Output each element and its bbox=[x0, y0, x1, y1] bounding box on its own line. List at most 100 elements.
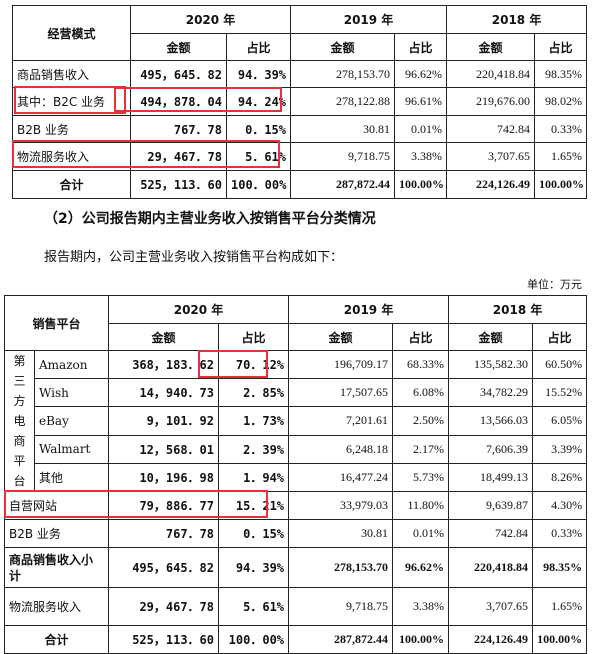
cell-ratio-2020: 94．24% bbox=[225, 87, 292, 116]
row-label: 物流服务收入 bbox=[12, 142, 131, 171]
cell-ratio-2020: 1．73% bbox=[218, 406, 290, 436]
header-ratio: 占比 bbox=[392, 323, 450, 351]
header-ratio: 占比 bbox=[534, 33, 588, 61]
cell-amount-2020: 10，196．98 bbox=[108, 462, 220, 493]
table-row: 自营网站 79，886．77 15．21% 33,979.03 11.80% 9… bbox=[3, 491, 588, 520]
cell-amount-2020: 767．78 bbox=[130, 115, 227, 143]
cell-amount-2019: 287,872.44 bbox=[290, 170, 396, 199]
row-label: Walmart bbox=[33, 434, 110, 464]
cell-ratio-2018: 3.39% bbox=[532, 434, 588, 464]
header-2020: 2020 年 bbox=[129, 5, 292, 34]
row-label: 其他 bbox=[33, 462, 110, 493]
cell-amount-2019: 196,709.17 bbox=[288, 349, 394, 380]
cell-amount-2019: 17,507.65 bbox=[288, 378, 394, 408]
cell-ratio-2019: 3.38% bbox=[394, 142, 448, 171]
cell-ratio-2020: 100．00% bbox=[225, 170, 292, 199]
table-row: 其中：B2C 业务 494，878．04 94．24% 278,122.88 9… bbox=[12, 87, 588, 116]
cell-ratio-2018: 0.33% bbox=[532, 519, 588, 548]
header-ratio: 占比 bbox=[218, 323, 290, 351]
cell-ratio-2018: 8.26% bbox=[532, 462, 588, 493]
cell-amount-2018: 135,582.30 bbox=[448, 349, 534, 380]
table-row: eBay 9，101．92 1．73% 7,201.61 2.50% 13,56… bbox=[5, 406, 588, 436]
cell-amount-2020: 14，940．73 bbox=[108, 378, 220, 408]
business-model-table: 经营模式 2020 年 2019 年 2018 年 金额 占比 金额 占比 金额… bbox=[12, 5, 588, 199]
header-ratio: 占比 bbox=[225, 33, 292, 61]
table-row: 其他 10，196．98 1．94% 16,477.24 5.73% 18,49… bbox=[5, 462, 588, 493]
cell-ratio-2018: 100.00% bbox=[532, 625, 588, 654]
cell-ratio-2020: 94．39% bbox=[225, 60, 292, 88]
cell-amount-2018: 220,418.84 bbox=[448, 547, 534, 588]
cell-amount-2018: 224,126.49 bbox=[446, 170, 536, 199]
cell-amount-2019: 9,718.75 bbox=[290, 142, 396, 171]
cell-amount-2020: 368，183．62 bbox=[108, 349, 220, 380]
table-row: Walmart 12，568．01 2．39% 6,248.18 2.17% 7… bbox=[5, 434, 588, 464]
cell-ratio-2020: 70．12% bbox=[218, 349, 290, 380]
header-amount: 金额 bbox=[290, 33, 396, 61]
row-label: 商品销售收入小计 bbox=[3, 547, 110, 588]
table-row: 第三方电商平台 Amazon 368，183．62 70．12% 196,709… bbox=[4, 349, 588, 492]
cell-ratio-2020: 2．85% bbox=[218, 378, 290, 408]
cell-amount-2020: 525，113．60 bbox=[108, 625, 220, 654]
cell-amount-2019: 278,122.88 bbox=[290, 87, 396, 116]
table-row: 商品销售收入 495，645．82 94．39% 278,153.70 96.6… bbox=[12, 60, 588, 88]
table-row-total: 合计 525，113．60 100．00% 287,872.44 100.00%… bbox=[12, 170, 588, 199]
cell-ratio-2019: 96.61% bbox=[394, 87, 448, 116]
cell-ratio-2019: 100.00% bbox=[394, 170, 448, 199]
table-row: Wish 14，940．73 2．85% 17,507.65 6.08% 34,… bbox=[5, 378, 588, 408]
header-ratio: 占比 bbox=[532, 323, 588, 351]
cell-amount-2020: 79，886．77 bbox=[108, 491, 220, 520]
cell-amount-2020: 495，645．82 bbox=[130, 60, 227, 88]
cell-amount-2020: 495，645．82 bbox=[108, 547, 220, 588]
cell-ratio-2018: 60.50% bbox=[532, 349, 588, 380]
cell-amount-2018: 3,707.65 bbox=[448, 587, 534, 626]
cell-ratio-2019: 2.50% bbox=[392, 406, 450, 436]
header-2020: 2020 年 bbox=[108, 295, 290, 324]
unit-label: 单位：万元 bbox=[527, 278, 582, 291]
row-label: B2B 业务 bbox=[3, 519, 110, 548]
cell-amount-2019: 33,979.03 bbox=[288, 491, 394, 520]
cell-amount-2019: 278,153.70 bbox=[288, 547, 394, 588]
cell-amount-2020: 29，467．78 bbox=[108, 587, 220, 626]
header-amount: 金额 bbox=[446, 33, 536, 61]
cell-amount-2018: 219,676.00 bbox=[446, 87, 536, 116]
cell-ratio-2018: 98.35% bbox=[534, 60, 588, 88]
row-label: 合计 bbox=[3, 625, 110, 654]
cell-amount-2018: 18,499.13 bbox=[448, 462, 534, 493]
cell-ratio-2020: 0．15% bbox=[225, 115, 292, 143]
cell-amount-2018: 9,639.87 bbox=[448, 491, 534, 520]
cell-amount-2018: 34,782.29 bbox=[448, 378, 534, 408]
table-row: 物流服务收入 29，467．78 5．61% 9,718.75 3.38% 3,… bbox=[12, 142, 588, 171]
header-2018: 2018 年 bbox=[448, 295, 588, 324]
cell-ratio-2018: 1.65% bbox=[532, 587, 588, 626]
cell-amount-2019: 6,248.18 bbox=[288, 434, 394, 464]
row-label: eBay bbox=[33, 406, 110, 436]
cell-amount-2019: 9,718.75 bbox=[288, 587, 394, 626]
header-amount: 金额 bbox=[108, 323, 220, 351]
cell-ratio-2020: 94．39% bbox=[218, 547, 290, 588]
cell-amount-2018: 224,126.49 bbox=[448, 625, 534, 654]
cell-ratio-2019: 68.33% bbox=[392, 349, 450, 380]
cell-amount-2020: 9，101．92 bbox=[108, 406, 220, 436]
cell-ratio-2018: 4.30% bbox=[532, 491, 588, 520]
cell-amount-2020: 12，568．01 bbox=[108, 434, 220, 464]
table-row: B2B 业务 767．78 0．15% 30.81 0.01% 742.84 0… bbox=[3, 519, 588, 548]
header-amount: 金额 bbox=[448, 323, 534, 351]
cell-amount-2018: 7,606.39 bbox=[448, 434, 534, 464]
cell-ratio-2019: 2.17% bbox=[392, 434, 450, 464]
cell-ratio-2019: 0.01% bbox=[394, 115, 448, 143]
cell-amount-2019: 30.81 bbox=[288, 519, 394, 548]
cell-amount-2020: 767．78 bbox=[108, 519, 220, 548]
cell-ratio-2018: 100.00% bbox=[534, 170, 588, 199]
cell-amount-2019: 30.81 bbox=[290, 115, 396, 143]
header-ratio: 占比 bbox=[394, 33, 448, 61]
table-row-subtotal: 商品销售收入小计 495，645．82 94．39% 278,153.70 96… bbox=[3, 547, 588, 588]
cell-amount-2018: 13,566.03 bbox=[448, 406, 534, 436]
cell-amount-2019: 287,872.44 bbox=[288, 625, 394, 654]
cell-amount-2019: 16,477.24 bbox=[288, 462, 394, 493]
cell-ratio-2018: 6.05% bbox=[532, 406, 588, 436]
row-label: Amazon bbox=[33, 349, 110, 380]
cell-amount-2020: 525，113．60 bbox=[130, 170, 227, 199]
cell-ratio-2019: 11.80% bbox=[392, 491, 450, 520]
cell-ratio-2020: 5．61% bbox=[225, 142, 292, 171]
cell-ratio-2018: 0.33% bbox=[534, 115, 588, 143]
